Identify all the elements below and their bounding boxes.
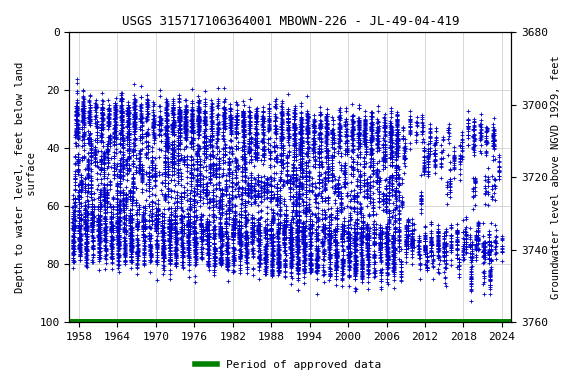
Legend: Period of approved data: Period of approved data (191, 356, 385, 375)
Title: USGS 315717106364001 MBOWN-226 - JL-49-04-419: USGS 315717106364001 MBOWN-226 - JL-49-0… (122, 15, 459, 28)
Y-axis label: Depth to water level, feet below land
 surface: Depth to water level, feet below land su… (15, 61, 37, 293)
Y-axis label: Groundwater level above NGVD 1929, feet: Groundwater level above NGVD 1929, feet (551, 55, 561, 299)
